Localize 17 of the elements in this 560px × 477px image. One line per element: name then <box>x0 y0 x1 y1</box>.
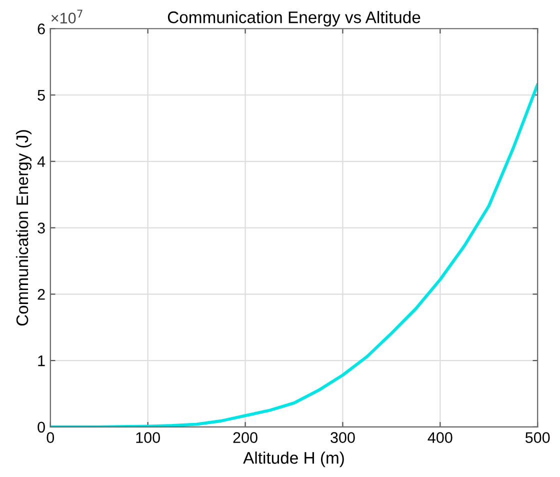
y-tick-label: 3 <box>38 222 45 234</box>
y-axis-title: Communication Energy (J) <box>16 130 32 326</box>
y-tick-label: 0 <box>38 422 45 433</box>
y-tick-label: 1 <box>38 356 45 366</box>
x-tick-label: 500 <box>525 432 550 443</box>
x-tick-label: 200 <box>233 432 258 443</box>
x-tick-label: 100 <box>136 432 160 443</box>
x-axis-title: Altitude H (m) <box>243 452 344 468</box>
y-tick-label: 5 <box>38 90 45 101</box>
y-tick-label: 6 <box>38 23 45 34</box>
x-tick-label: 400 <box>428 432 452 443</box>
y-tick-label: 2 <box>38 289 45 300</box>
y-tick-label: 4 <box>37 156 46 167</box>
text: ×10$^{7}$ <box>51 10 82 24</box>
x-tick-label: 300 <box>330 432 355 443</box>
x-tick-label: 0 <box>46 432 54 443</box>
chart-title: Communication Energy vs Altitude <box>168 10 420 27</box>
